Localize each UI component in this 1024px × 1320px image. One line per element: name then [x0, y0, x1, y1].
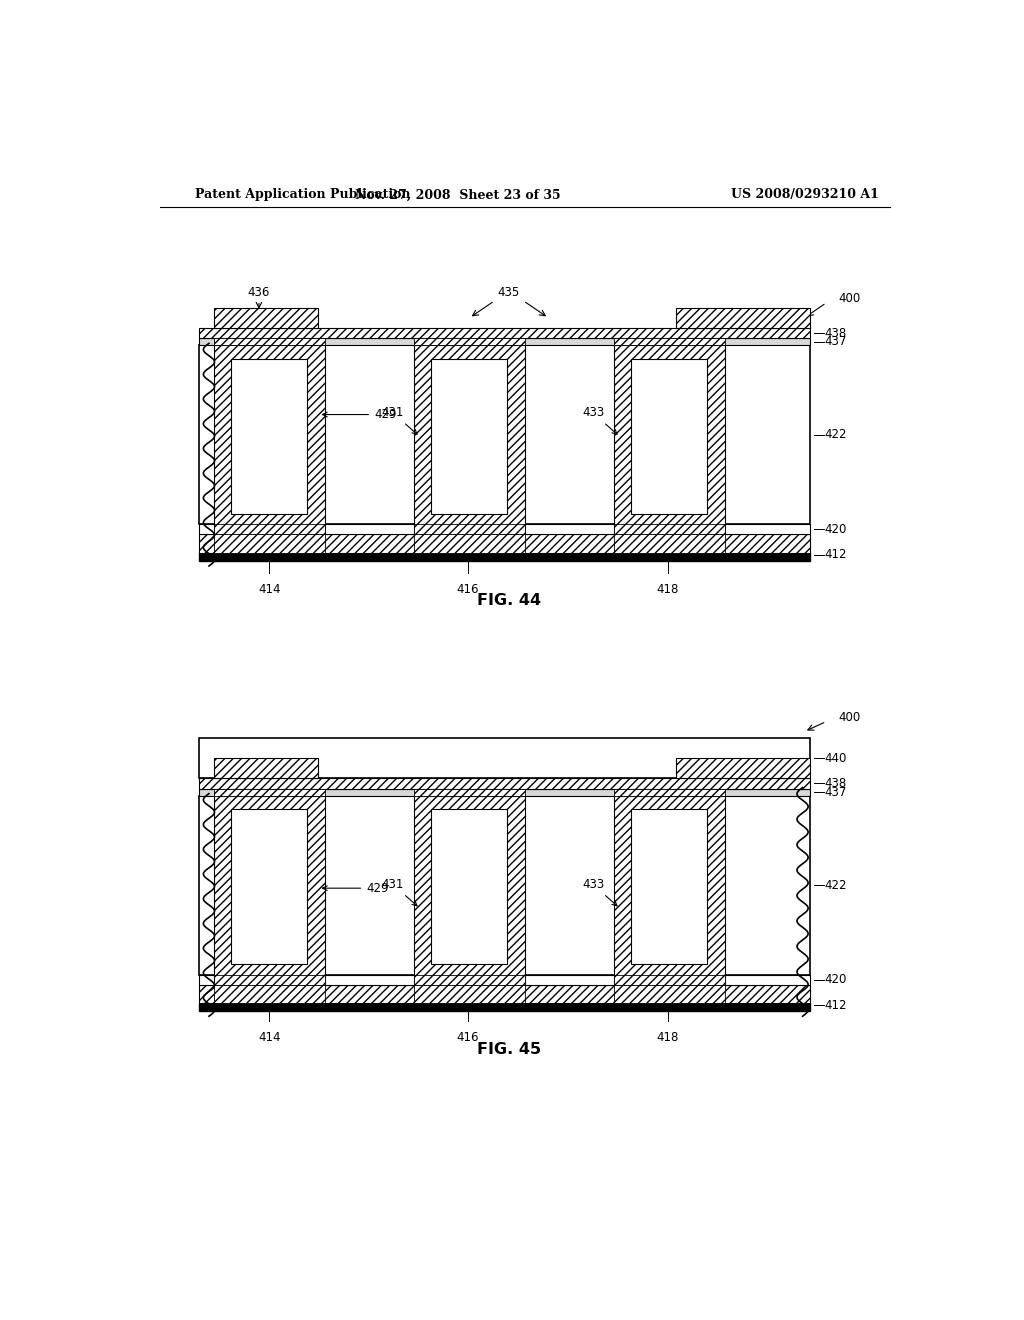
- Bar: [613, 985, 725, 1003]
- Bar: [613, 788, 725, 796]
- Text: 418: 418: [656, 1031, 679, 1044]
- Bar: [200, 535, 811, 553]
- Bar: [414, 974, 524, 985]
- Text: 400: 400: [839, 711, 860, 723]
- Bar: [214, 346, 325, 535]
- Bar: [676, 308, 811, 329]
- Bar: [414, 796, 524, 985]
- Bar: [431, 359, 507, 513]
- Text: 437: 437: [824, 785, 847, 799]
- Bar: [214, 788, 325, 796]
- Bar: [414, 346, 524, 535]
- Text: 429: 429: [323, 882, 388, 895]
- Bar: [200, 738, 811, 779]
- Text: 431: 431: [382, 878, 417, 906]
- Bar: [214, 985, 325, 1003]
- Bar: [613, 974, 725, 985]
- Text: Nov. 27, 2008  Sheet 23 of 35: Nov. 27, 2008 Sheet 23 of 35: [354, 189, 560, 202]
- Bar: [613, 346, 725, 535]
- Text: FIG. 45: FIG. 45: [477, 1041, 541, 1056]
- Text: FIG. 44: FIG. 44: [477, 594, 541, 609]
- Bar: [632, 359, 707, 513]
- Bar: [632, 809, 707, 964]
- Text: 422: 422: [824, 879, 847, 891]
- Bar: [414, 524, 524, 535]
- Text: 412: 412: [824, 998, 847, 1011]
- Text: 431: 431: [382, 407, 417, 434]
- Bar: [214, 535, 325, 553]
- Text: 438: 438: [824, 327, 846, 339]
- Bar: [200, 985, 811, 1003]
- Bar: [200, 524, 811, 535]
- Text: 412: 412: [824, 548, 847, 561]
- Text: 437: 437: [824, 335, 847, 348]
- Bar: [431, 809, 507, 964]
- Text: 400: 400: [839, 292, 860, 305]
- Text: 420: 420: [824, 973, 847, 986]
- Text: 438: 438: [824, 777, 846, 789]
- Text: 418: 418: [656, 583, 679, 597]
- Bar: [200, 779, 811, 788]
- Text: 416: 416: [457, 1031, 479, 1044]
- Bar: [200, 796, 811, 974]
- Text: 433: 433: [582, 878, 617, 906]
- Bar: [200, 329, 811, 338]
- Bar: [214, 758, 318, 779]
- Text: Patent Application Publication: Patent Application Publication: [196, 189, 411, 202]
- Bar: [200, 346, 811, 524]
- Text: 436: 436: [275, 741, 298, 752]
- Bar: [613, 524, 725, 535]
- Bar: [414, 985, 524, 1003]
- Text: 414: 414: [258, 583, 281, 597]
- Bar: [414, 338, 524, 346]
- Text: 414: 414: [258, 1031, 281, 1044]
- Bar: [200, 553, 811, 561]
- Text: 440: 440: [824, 751, 847, 764]
- Text: 420: 420: [824, 523, 847, 536]
- Text: 433: 433: [582, 407, 617, 434]
- Bar: [613, 535, 725, 553]
- Bar: [613, 796, 725, 985]
- Text: 416: 416: [457, 583, 479, 597]
- Text: 435: 435: [498, 285, 520, 298]
- Bar: [414, 788, 524, 796]
- Bar: [214, 524, 325, 535]
- Text: 436: 436: [248, 285, 270, 298]
- Bar: [676, 758, 811, 779]
- Text: US 2008/0293210 A1: US 2008/0293210 A1: [731, 189, 879, 202]
- Text: 429: 429: [323, 408, 396, 421]
- Bar: [231, 359, 307, 513]
- Bar: [200, 974, 811, 985]
- Bar: [613, 338, 725, 346]
- Bar: [214, 308, 318, 329]
- Bar: [200, 338, 811, 346]
- Bar: [214, 796, 325, 985]
- Bar: [200, 788, 811, 796]
- Bar: [214, 338, 325, 346]
- Text: 422: 422: [824, 429, 847, 441]
- Bar: [200, 1003, 811, 1011]
- Bar: [414, 535, 524, 553]
- Bar: [231, 809, 307, 964]
- Bar: [214, 974, 325, 985]
